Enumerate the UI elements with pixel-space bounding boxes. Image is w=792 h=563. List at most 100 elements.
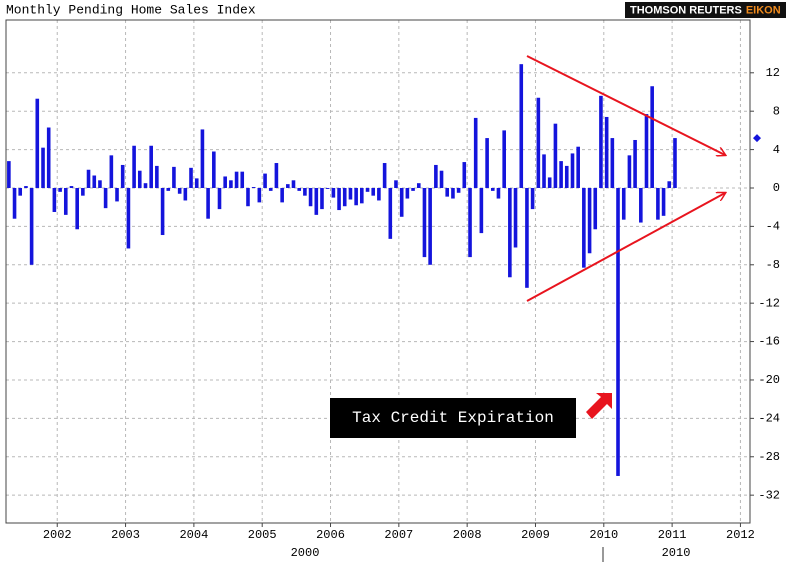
bar bbox=[525, 187, 529, 288]
lower-axis-label: 2010 bbox=[662, 546, 691, 560]
bar bbox=[206, 187, 210, 219]
bar bbox=[365, 187, 370, 192]
bar bbox=[547, 177, 552, 188]
plot-area: 12 8 4 0 -4 -8 -12 -16 -20 -24 -28 -32 2002 2003 2004 2… bbox=[6, 20, 780, 542]
bar bbox=[46, 127, 51, 188]
bar bbox=[627, 155, 632, 188]
bar bbox=[587, 187, 592, 254]
bar bbox=[120, 164, 125, 188]
logo: THOMSON REUTERS EIKON bbox=[630, 4, 781, 16]
x-tick-label: 2002 bbox=[43, 528, 72, 542]
y-tick-label: 8 bbox=[773, 104, 780, 118]
bar bbox=[616, 187, 620, 476]
bar bbox=[274, 163, 279, 188]
bar bbox=[92, 175, 97, 188]
bar bbox=[388, 187, 393, 239]
bar bbox=[115, 187, 119, 202]
logo-text: THOMSON REUTERS bbox=[630, 4, 742, 16]
bar bbox=[246, 187, 250, 207]
x-tick-label: 2008 bbox=[453, 528, 482, 542]
bar bbox=[667, 181, 672, 188]
bar bbox=[519, 64, 524, 188]
bar bbox=[314, 187, 319, 215]
y-tick-label: -24 bbox=[758, 412, 780, 426]
annotation-arrow bbox=[586, 393, 612, 419]
bar bbox=[137, 170, 142, 188]
bar bbox=[564, 165, 569, 188]
bar bbox=[166, 187, 171, 191]
bar bbox=[553, 123, 558, 188]
x-tick-label: 2010 bbox=[589, 528, 618, 542]
x-tick-label: 2009 bbox=[521, 528, 550, 542]
logo-text: EIKON bbox=[746, 4, 781, 16]
bar bbox=[29, 187, 34, 265]
bar bbox=[212, 151, 216, 188]
bar bbox=[633, 139, 637, 188]
bar bbox=[394, 180, 398, 188]
bar bbox=[172, 166, 176, 188]
bar bbox=[416, 183, 421, 188]
bar bbox=[348, 187, 353, 200]
y-tick-label: 12 bbox=[766, 66, 780, 80]
bar bbox=[308, 187, 313, 207]
bar bbox=[126, 187, 131, 249]
bar bbox=[445, 187, 450, 197]
bar bbox=[160, 187, 165, 236]
bar bbox=[240, 171, 245, 188]
bar bbox=[24, 186, 28, 188]
bar bbox=[661, 187, 666, 216]
bar bbox=[52, 187, 57, 212]
bar bbox=[599, 95, 603, 188]
annotations: Tax Credit Expiration bbox=[330, 55, 725, 438]
bar bbox=[536, 97, 541, 188]
bar bbox=[183, 187, 188, 201]
bar bbox=[263, 173, 267, 188]
bar bbox=[542, 154, 546, 188]
x-tick-label: 2012 bbox=[726, 528, 755, 542]
bar bbox=[342, 187, 347, 207]
y-tick-label: -20 bbox=[758, 373, 780, 387]
bar bbox=[223, 176, 227, 188]
bar bbox=[468, 187, 472, 258]
y-tick-label: 4 bbox=[773, 143, 780, 157]
bar bbox=[41, 147, 45, 188]
y-tick-label: -28 bbox=[758, 450, 780, 464]
bar bbox=[229, 180, 233, 188]
x-tick-label: 2006 bbox=[316, 528, 345, 542]
bar bbox=[570, 153, 575, 188]
bar bbox=[98, 180, 102, 188]
bar bbox=[286, 184, 290, 188]
y-tick-label: -4 bbox=[766, 220, 780, 234]
bar bbox=[251, 187, 256, 188]
bar bbox=[559, 161, 563, 188]
bar bbox=[656, 187, 660, 220]
bar bbox=[496, 187, 501, 199]
bar bbox=[109, 155, 114, 188]
logo-box bbox=[625, 2, 786, 18]
annotation: Tax Credit Expiration bbox=[352, 409, 554, 427]
bar bbox=[189, 167, 193, 188]
bar bbox=[422, 187, 427, 258]
bar bbox=[502, 130, 506, 188]
bar bbox=[382, 163, 387, 188]
bar bbox=[86, 169, 91, 188]
bar bbox=[18, 187, 23, 196]
bar bbox=[439, 170, 444, 188]
bar bbox=[479, 187, 484, 234]
bar bbox=[354, 187, 358, 206]
bar bbox=[63, 187, 68, 215]
bar bbox=[155, 165, 159, 188]
bar bbox=[508, 187, 512, 278]
bar bbox=[234, 171, 239, 188]
x-tick-label: 2004 bbox=[179, 528, 208, 542]
bar bbox=[644, 114, 649, 188]
bar bbox=[35, 98, 40, 188]
bar bbox=[7, 161, 11, 188]
bar bbox=[371, 187, 376, 196]
bar bbox=[593, 187, 598, 230]
bar bbox=[473, 117, 478, 188]
bar bbox=[462, 162, 467, 188]
bar bbox=[411, 187, 415, 191]
bar bbox=[75, 187, 79, 230]
bar bbox=[621, 187, 626, 220]
